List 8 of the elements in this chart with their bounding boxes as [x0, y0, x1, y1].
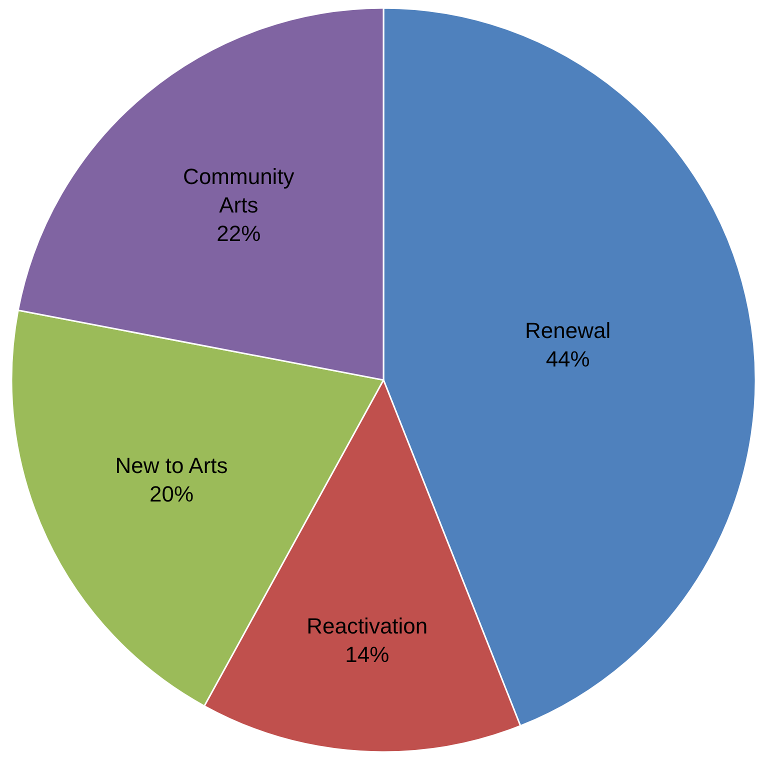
slice-label: Reactivation — [306, 614, 428, 639]
data-label: 22% — [216, 221, 261, 246]
slice-label: New to Arts — [115, 452, 228, 478]
slice-label: Community Arts — [183, 164, 294, 218]
data-label: 14% — [345, 642, 390, 668]
data-label: 44% — [546, 346, 590, 372]
slice-label: Renewal — [525, 318, 611, 344]
data-label: 20% — [149, 482, 194, 507]
